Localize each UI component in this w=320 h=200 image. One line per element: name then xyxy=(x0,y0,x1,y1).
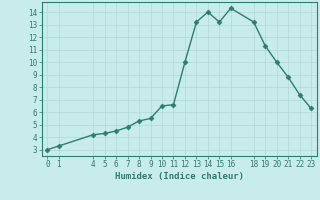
X-axis label: Humidex (Indice chaleur): Humidex (Indice chaleur) xyxy=(115,172,244,181)
